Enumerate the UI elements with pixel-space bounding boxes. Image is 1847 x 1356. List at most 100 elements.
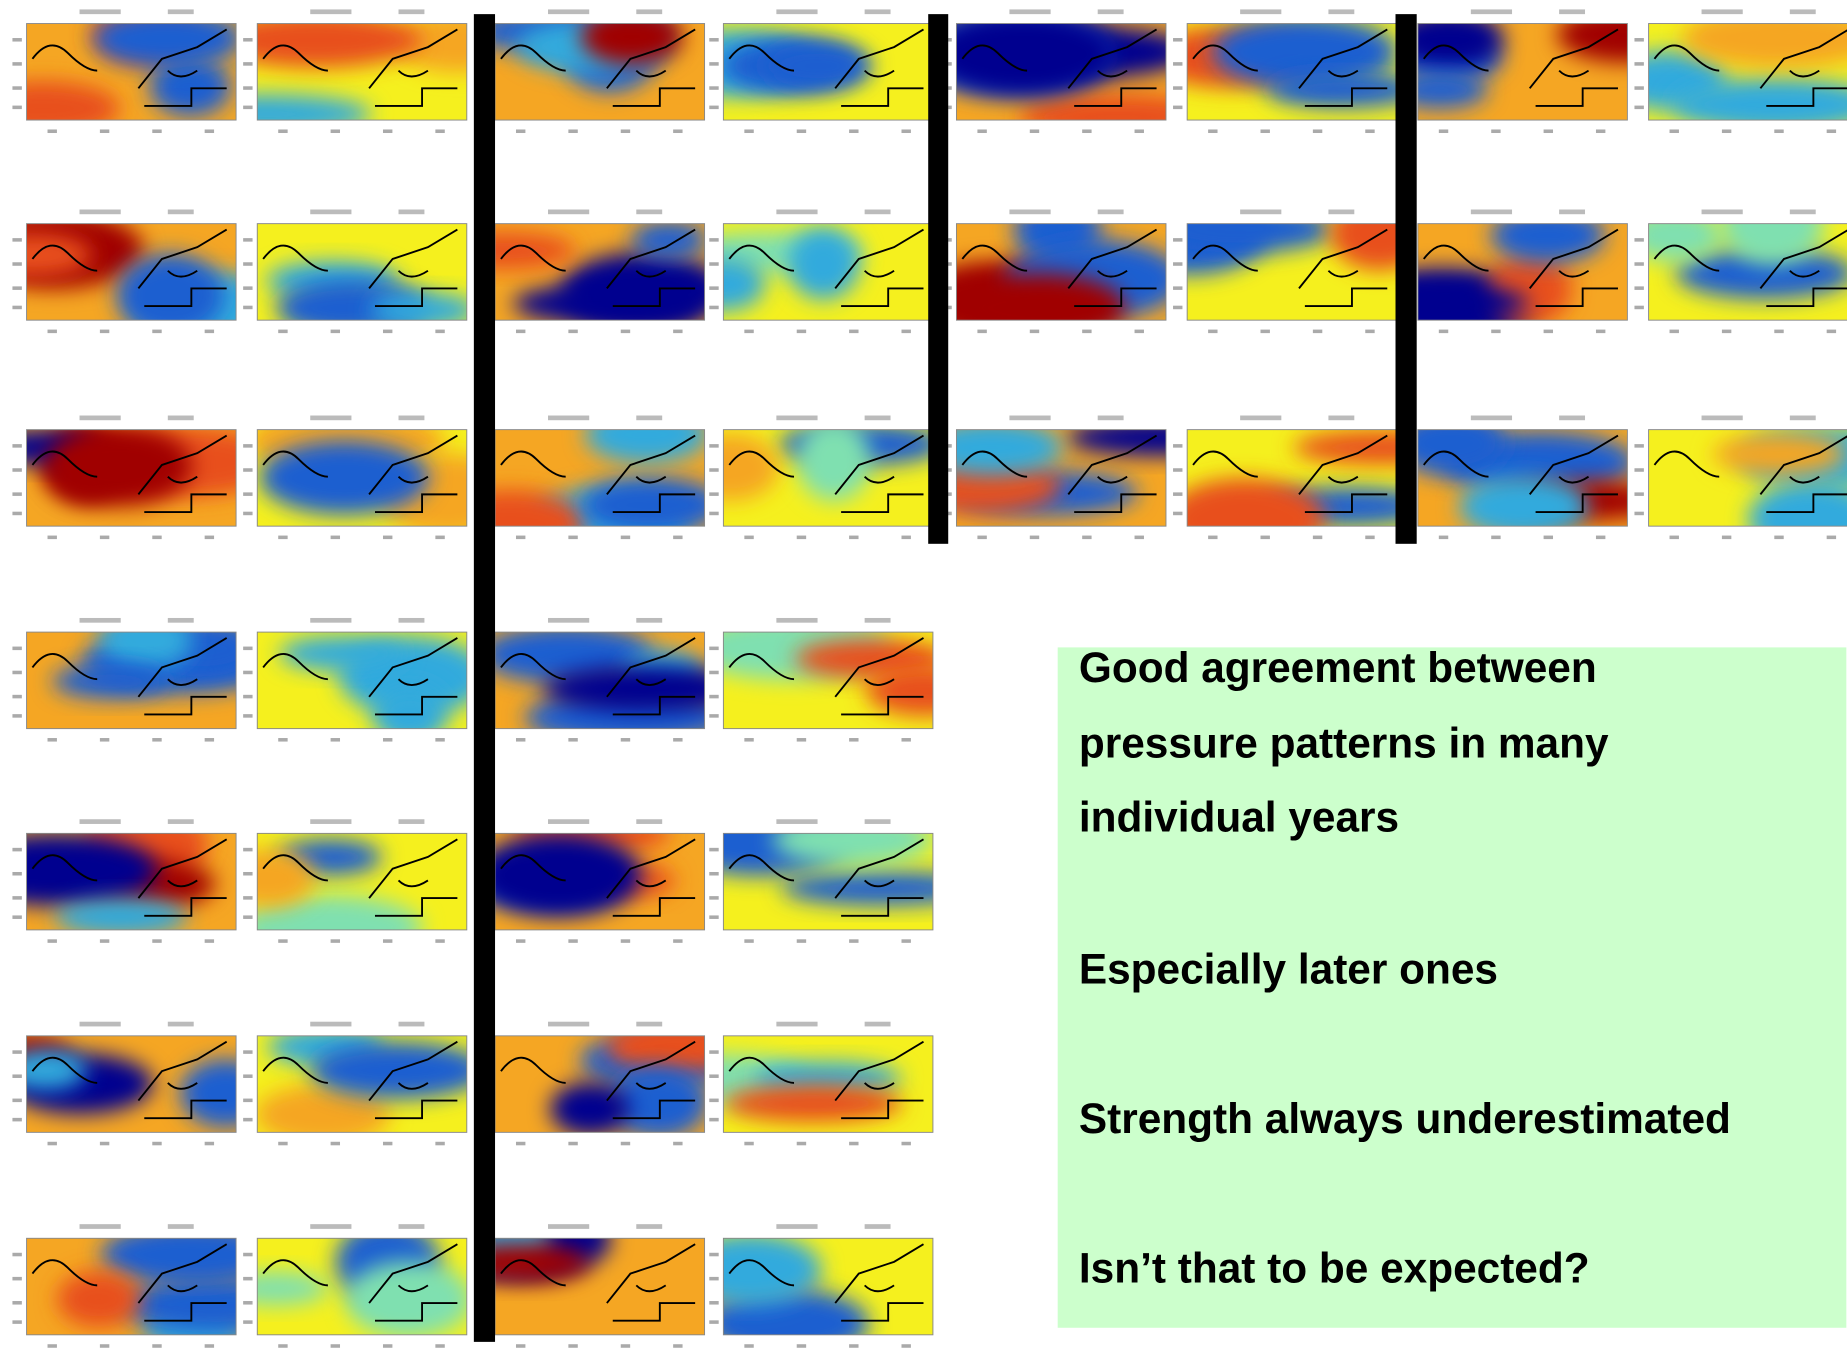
panel-title-blur <box>399 1022 425 1027</box>
axis-tick <box>901 939 910 943</box>
panel-title-blur <box>168 1022 194 1027</box>
axis-tick <box>797 129 806 133</box>
axis-tick <box>1365 129 1374 133</box>
axis-tick <box>12 896 21 900</box>
axis-tick <box>1439 129 1448 133</box>
axis-tick <box>243 1277 252 1281</box>
page: {"text_box": {"lines": ["Good agreement … <box>0 0 1847 1356</box>
panel-title-blur <box>1240 416 1281 421</box>
map-panel <box>1394 410 1663 539</box>
field-blob <box>550 1082 630 1136</box>
axis-tick <box>568 1344 577 1348</box>
axis-tick <box>205 939 214 943</box>
axis-tick <box>1491 330 1500 334</box>
axis-tick <box>797 939 806 943</box>
axis-tick <box>1135 129 1144 133</box>
axis-tick <box>797 330 806 334</box>
panel-title-blur <box>636 210 662 215</box>
axis-tick <box>709 86 718 90</box>
axis-tick <box>709 1118 718 1122</box>
panel-title-blur <box>168 210 194 215</box>
axis-tick <box>1774 330 1783 334</box>
axis-tick <box>243 492 252 496</box>
panel-title-blur <box>1098 9 1124 14</box>
axis-tick <box>12 512 21 516</box>
axis-tick <box>152 1142 161 1146</box>
axis-tick <box>709 306 718 310</box>
panel-title-blur <box>80 1022 121 1027</box>
axis-tick <box>1827 330 1836 334</box>
axis-tick <box>1439 330 1448 334</box>
axis-tick <box>243 1099 252 1103</box>
axis-tick <box>435 738 444 742</box>
panel-title-blur <box>776 416 817 421</box>
axis-tick <box>709 1320 718 1324</box>
axis-tick <box>243 512 252 516</box>
axis-tick <box>901 129 910 133</box>
axis-tick <box>568 738 577 742</box>
field-blob <box>513 284 703 324</box>
axis-tick <box>1827 536 1836 540</box>
axis-tick <box>435 536 444 540</box>
field-blob <box>631 221 707 258</box>
axis-tick <box>205 738 214 742</box>
axis-tick <box>1173 106 1182 110</box>
axis-tick <box>1491 536 1500 540</box>
field-blob <box>45 426 192 506</box>
axis-tick <box>709 896 718 900</box>
axis-tick <box>568 330 577 334</box>
map-field <box>0 1035 271 1133</box>
axis-tick <box>709 444 718 448</box>
panel-title-blur <box>548 9 589 14</box>
panel-title-blur <box>865 210 891 215</box>
axis-tick <box>243 1118 252 1122</box>
map-panel <box>470 815 704 943</box>
axis-tick <box>568 129 577 133</box>
panel-title-blur <box>548 210 589 215</box>
map-panel <box>1146 9 1421 133</box>
axis-tick <box>12 1099 21 1103</box>
field-blob <box>476 834 641 917</box>
axis-tick <box>1365 536 1374 540</box>
axis-tick <box>1173 238 1182 242</box>
divider <box>474 14 495 1342</box>
axis-tick <box>243 38 252 42</box>
panel-title-blur <box>80 1224 121 1229</box>
panel-title-blur <box>1559 9 1585 14</box>
slide: Good agreement between pressure patterns… <box>0 0 1847 1356</box>
axis-tick <box>12 714 21 718</box>
panel-title-blur <box>1471 9 1512 14</box>
axis-tick <box>1544 129 1553 133</box>
axis-tick <box>797 1344 806 1348</box>
axis-tick <box>435 1142 444 1146</box>
axis-tick <box>12 695 21 699</box>
axis-tick <box>516 129 525 133</box>
map-panel <box>243 1022 485 1146</box>
axis-tick <box>1135 330 1144 334</box>
axis-tick <box>709 915 718 919</box>
panel-title-blur <box>1702 416 1743 421</box>
axis-tick <box>797 738 806 742</box>
axis-tick <box>12 238 21 242</box>
panel-title-blur <box>1790 416 1816 421</box>
panel-title-blur <box>1098 416 1124 421</box>
axis-tick <box>709 1074 718 1078</box>
panel-title-blur <box>1471 416 1512 421</box>
axis-tick <box>1634 262 1643 266</box>
axis-tick <box>48 1142 57 1146</box>
field-blob <box>788 228 860 300</box>
axis-tick <box>1173 38 1182 42</box>
panel-title-blur <box>168 819 194 824</box>
axis-tick <box>205 1344 214 1348</box>
panel-title-blur <box>310 618 351 623</box>
axis-tick <box>383 1142 392 1146</box>
panel-title-blur <box>1240 9 1281 14</box>
panel-title-blur <box>168 1224 194 1229</box>
axis-tick <box>243 695 252 699</box>
axis-tick <box>709 1277 718 1281</box>
axis-tick <box>1774 536 1783 540</box>
axis-tick <box>709 671 718 675</box>
axis-tick <box>1082 129 1091 133</box>
map-panel <box>0 1022 271 1146</box>
axis-tick <box>901 1142 910 1146</box>
